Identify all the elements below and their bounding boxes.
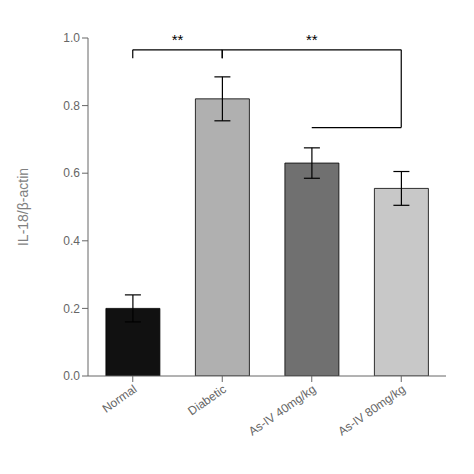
svg-text:1.0: 1.0 [63,31,80,45]
svg-text:As-IV 40mg/kg: As-IV 40mg/kg [246,382,318,439]
svg-text:0.6: 0.6 [63,166,80,180]
svg-text:Normal: Normal [100,382,140,416]
svg-text:Diabetic: Diabetic [185,382,229,418]
svg-text:IL-18/β-actin: IL-18/β-actin [15,168,31,246]
svg-text:0.0: 0.0 [63,369,80,383]
svg-text:As-IV 80mg/kg: As-IV 80mg/kg [335,382,407,439]
svg-text:0.2: 0.2 [63,302,80,316]
svg-text:0.4: 0.4 [63,234,80,248]
svg-text:**: ** [172,31,184,48]
svg-text:**: ** [306,31,318,48]
svg-text:0.8: 0.8 [63,99,80,113]
